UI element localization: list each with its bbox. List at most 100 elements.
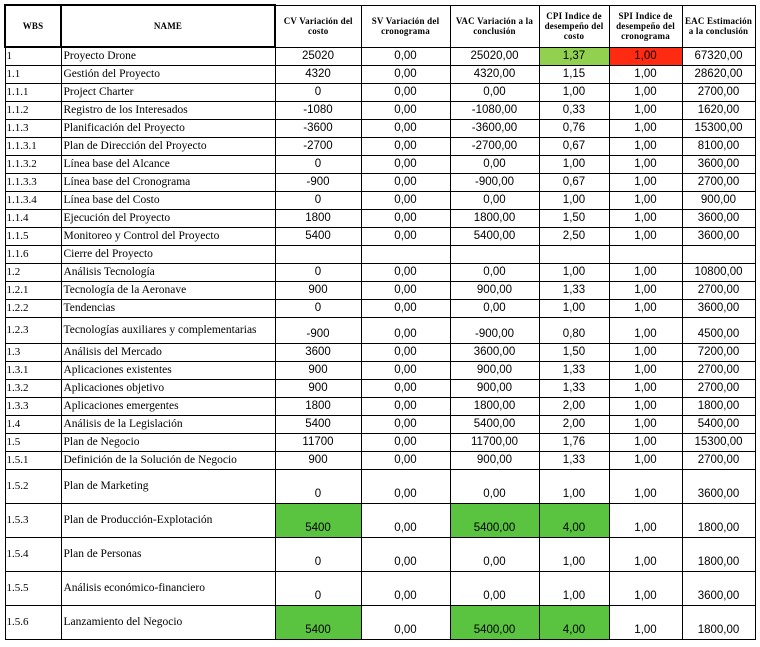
- cell-wbs: 1.1: [4, 64, 62, 84]
- cell-wbs: 1.1.3: [4, 118, 62, 138]
- cell-eac: 3600,00: [681, 154, 756, 174]
- cell-eac: 2700,00: [681, 378, 756, 398]
- cell-vac: -1080,00: [449, 100, 540, 120]
- cell-wbs: 1.5.6: [4, 604, 62, 640]
- cell-eac: 5400,00: [681, 414, 756, 434]
- cell-cpi: 4,00: [538, 604, 610, 640]
- cell-vac: 5400,00: [449, 226, 540, 246]
- cell-cpi: 2,00: [538, 414, 610, 434]
- cell-vac: 900,00: [449, 360, 540, 380]
- cell-spi: 1,00: [608, 360, 683, 380]
- cell-sv: 0,00: [360, 316, 451, 344]
- cell-eac: 2700,00: [681, 360, 756, 380]
- cell-name: Tendencias: [60, 298, 276, 318]
- cell-spi: 1,00: [608, 342, 683, 362]
- table-row: 1.1.1 Project Charter 0 0,00 0,00 1,00 1,00 270…: [4, 82, 756, 102]
- cell-wbs: 1.3.2: [4, 378, 62, 398]
- cell-vac: 0,00: [449, 154, 540, 174]
- cell-sv: 0,00: [360, 342, 451, 362]
- cell-cv: 25020: [274, 46, 362, 66]
- cell-cv: 900: [274, 280, 362, 300]
- cell-cpi: [538, 244, 610, 264]
- cell-cpi: 1,33: [538, 280, 610, 300]
- cell-cv: -1080: [274, 100, 362, 120]
- cell-sv: 0,00: [360, 432, 451, 452]
- cell-sv: 0,00: [360, 570, 451, 606]
- cell-spi: 1,00: [608, 298, 683, 318]
- cell-cv: 1800: [274, 208, 362, 228]
- cell-cpi: 0,76: [538, 118, 610, 138]
- table-row: 1.1 Gestión del Proyecto 4320 0,00 4320,00 1,…: [4, 64, 756, 84]
- cell-vac: 5400,00: [449, 604, 540, 640]
- cell-spi: 1,00: [608, 136, 683, 156]
- cell-spi: 1,00: [608, 414, 683, 434]
- cell-name: Plan de Marketing: [60, 468, 276, 504]
- cell-vac: 900,00: [449, 378, 540, 398]
- cell-spi: 1,00: [608, 432, 683, 452]
- cell-vac: -2700,00: [449, 136, 540, 156]
- cell-vac: 3600,00: [449, 342, 540, 362]
- cell-vac: 4320,00: [449, 64, 540, 84]
- cell-cv: -900: [274, 316, 362, 344]
- cell-cpi: 1,00: [538, 468, 610, 504]
- cell-wbs: 1.3.3: [4, 396, 62, 416]
- cell-vac: -3600,00: [449, 118, 540, 138]
- cell-eac: [681, 244, 756, 264]
- cell-wbs: 1.1.3.1: [4, 136, 62, 156]
- cell-name: Ejecución del Proyecto: [60, 208, 276, 228]
- cell-cpi: 2,50: [538, 226, 610, 246]
- cell-cv: 900: [274, 450, 362, 470]
- cell-wbs: 1.1.3.4: [4, 190, 62, 210]
- table-row: 1.2.2 Tendencias 0 0,00 0,00 1,00 1,00 3600,00: [4, 298, 756, 318]
- cell-cpi: 1,00: [538, 536, 610, 572]
- table-row: 1.2.1 Tecnología de la Aeronave 900 0,00 900…: [4, 280, 756, 300]
- cell-cpi: 1,33: [538, 360, 610, 380]
- cell-eac: 15300,00: [681, 118, 756, 138]
- cell-name: Plan de Producción-Explotación: [60, 502, 276, 538]
- cell-sv: 0,00: [360, 190, 451, 210]
- cell-wbs: 1.5.1: [4, 450, 62, 470]
- cell-cpi: 2,00: [538, 396, 610, 416]
- cell-sv: 0,00: [360, 136, 451, 156]
- cell-cv: 0: [274, 570, 362, 606]
- cell-name: Gestión del Proyecto: [60, 64, 276, 84]
- cell-cv: 5400: [274, 414, 362, 434]
- cell-cpi: 1,50: [538, 208, 610, 228]
- evm-table: WBS NAME CV Variación del costo SV Varia…: [4, 4, 756, 640]
- cell-sv: 0,00: [360, 378, 451, 398]
- cell-eac: 2700,00: [681, 172, 756, 192]
- cell-wbs: 1.2.2: [4, 298, 62, 318]
- cell-eac: 3600,00: [681, 226, 756, 246]
- cell-spi: 1,00: [608, 154, 683, 174]
- cell-cv: 1800: [274, 396, 362, 416]
- cell-spi: 1,00: [608, 468, 683, 504]
- cell-cpi: 1,00: [538, 570, 610, 606]
- cell-cpi: 1,00: [538, 298, 610, 318]
- table-row: 1.1.2 Registro de los Interesados -1080 0,0…: [4, 100, 756, 120]
- cell-vac: 1800,00: [449, 396, 540, 416]
- table-row: 1.5.5 Análisis económico-financiero 0 0,00 0…: [4, 570, 756, 606]
- table-row: 1.1.6 Cierre del Proyecto: [4, 244, 756, 264]
- cell-spi: 1,00: [608, 536, 683, 572]
- cell-wbs: 1.1.2: [4, 100, 62, 120]
- cell-cpi: 1,00: [538, 82, 610, 102]
- cell-wbs: 1.4: [4, 414, 62, 434]
- header-cpi: CPI Indice de desempeño del costo: [538, 4, 610, 48]
- cell-name: Project Charter: [60, 82, 276, 102]
- cell-name: Definición de la Solución de Negocio: [60, 450, 276, 470]
- cell-eac: 1800,00: [681, 502, 756, 538]
- cell-eac: 3600,00: [681, 298, 756, 318]
- table-row: 1.3.2 Aplicaciones objetivo 900 0,00 900,00 1…: [4, 378, 756, 398]
- cell-spi: 1,00: [608, 262, 683, 282]
- cell-vac: 900,00: [449, 450, 540, 470]
- cell-sv: 0,00: [360, 468, 451, 504]
- table-body: 1 Proyecto Drone 25020 0,00 25020,00 1,37 1,00…: [4, 46, 756, 640]
- cell-eac: 7200,00: [681, 342, 756, 362]
- cell-spi: 1,00: [608, 280, 683, 300]
- header-row: WBS NAME CV Variación del costo SV Varia…: [4, 4, 756, 48]
- cell-sv: 0,00: [360, 360, 451, 380]
- cell-eac: 67320,00: [681, 46, 756, 66]
- cell-vac: 11700,00: [449, 432, 540, 452]
- cell-cv: -3600: [274, 118, 362, 138]
- cell-eac: 15300,00: [681, 432, 756, 452]
